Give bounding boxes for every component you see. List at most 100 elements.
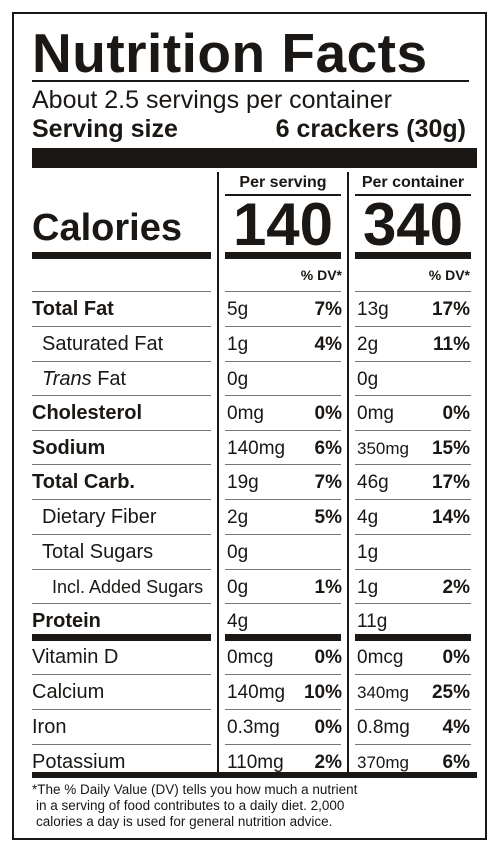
footnote: *The % Daily Value (DV) tells you how mu…	[32, 782, 472, 830]
nutrient-name: Saturated Fat	[42, 332, 163, 356]
per-container-amount: 0mg	[357, 403, 394, 424]
nutrient-name: Total Sugars	[42, 540, 153, 564]
nutrient-name-text: Total Sugars	[42, 541, 154, 563]
per-container-dv: 11%	[433, 334, 470, 355]
per-serving-amount: 5g	[227, 299, 249, 320]
per-container-amount: 350mg	[357, 439, 409, 458]
row-rule	[225, 430, 341, 431]
row-rule	[32, 361, 211, 362]
nutrient-name: Vitamin D	[32, 645, 118, 669]
row-rule	[225, 499, 341, 500]
per-serving-amount: 0g	[227, 369, 249, 390]
row-rule	[225, 569, 341, 570]
footnote-line-1: *The % Daily Value (DV) tells you how mu…	[32, 782, 358, 797]
nutrient-name: Dietary Fiber	[42, 505, 156, 529]
row-rule	[32, 430, 211, 431]
row-rule	[355, 569, 471, 570]
per-serving-amount: 0g	[227, 577, 249, 598]
nutrient-name-text: Protein	[32, 610, 101, 632]
per-container-dv: 15%	[431, 438, 470, 459]
per-container-dv: 6%	[442, 752, 470, 773]
per-container-dv: 0%	[442, 647, 470, 668]
row-rule	[355, 430, 471, 431]
per-container-amount: 370mg	[357, 753, 409, 772]
per-serving-amount: 2g	[227, 507, 249, 528]
per-serving-amount: 140mg	[227, 438, 286, 459]
nutrient-name: Sodium	[32, 436, 105, 460]
per-container-amount: 0mcg	[357, 647, 404, 668]
nutrient-name-text: Potassium	[32, 751, 126, 773]
row-rule	[355, 291, 471, 292]
nutrient-name-text: Incl. Added Sugars	[52, 577, 204, 597]
nutrient-name: Iron	[32, 715, 66, 739]
row-rule	[32, 395, 211, 396]
per-serving-amount: 0mg	[227, 403, 264, 424]
per-serving-amount: 0.3mg	[227, 717, 280, 738]
thick-rule-top	[32, 148, 477, 168]
nutrient-name: Incl. Added Sugars	[52, 575, 203, 599]
nutrient-name: Protein	[32, 609, 101, 633]
label-title: Nutrition Facts	[32, 22, 428, 84]
per-serving-amount: 110mg	[227, 752, 284, 773]
row-rule	[355, 674, 471, 675]
nutrient-name-text: Cholesterol	[32, 402, 143, 424]
per-container-amount: 340mg	[357, 683, 409, 702]
section-thick-rule	[32, 634, 211, 641]
column-header-rule-2	[355, 194, 471, 196]
row-rule	[355, 464, 471, 465]
row-rule	[355, 395, 471, 396]
per-container-amount: 1g	[357, 577, 379, 598]
per-container-dv: 17%	[431, 472, 470, 493]
per-serving-dv: 0%	[314, 647, 342, 668]
nutrition-facts-label: Nutrition Facts About 2.5 servings per c…	[12, 12, 487, 840]
per-container-dv: 4%	[442, 717, 470, 738]
row-rule	[355, 534, 471, 535]
calories-rule-left	[32, 252, 211, 259]
column-divider-left	[217, 172, 219, 772]
per-serving-amount: 0mcg	[227, 647, 274, 668]
per-container-amount: 4g	[357, 507, 379, 528]
nutrient-name-text: Vitamin D	[32, 646, 119, 668]
nutrient-name-text: Total Fat	[32, 298, 114, 320]
column-header-per-container: Per container	[361, 174, 465, 191]
per-serving-dv: 2%	[314, 752, 342, 773]
per-serving-dv: 10%	[303, 682, 342, 703]
dv-header-per-container: % DV*	[428, 267, 470, 283]
nutrient-name: Potassium	[32, 750, 125, 774]
row-rule	[225, 361, 341, 362]
per-serving-amount: 4g	[227, 611, 249, 632]
nutrient-name-text: Calcium	[32, 681, 105, 703]
dv-header-per-serving: % DV*	[300, 267, 342, 283]
row-rule	[32, 709, 211, 710]
per-serving-dv: 7%	[314, 299, 342, 320]
nutrient-name-text: Iron	[32, 716, 67, 738]
per-serving-dv: 7%	[314, 472, 342, 493]
per-serving-dv: 0%	[314, 403, 342, 424]
per-container-amount: 11g	[357, 611, 388, 632]
nutrient-name-text: Dietary Fiber	[42, 506, 157, 528]
per-serving-amount: 19g	[227, 472, 259, 493]
row-rule	[355, 603, 471, 604]
nutrient-name: Cholesterol	[32, 401, 142, 425]
nutrient-name: Total Fat	[32, 297, 114, 321]
nutrient-name: Total Carb.	[32, 470, 135, 494]
row-rule	[32, 464, 211, 465]
row-rule	[225, 464, 341, 465]
per-container-amount: 0.8mg	[357, 717, 410, 738]
per-serving-dv: 1%	[314, 577, 342, 598]
row-rule	[32, 326, 211, 327]
nutrient-name-text: Total Carb.	[32, 471, 135, 493]
row-rule	[32, 744, 211, 745]
row-rule	[225, 534, 341, 535]
per-serving-dv: 4%	[314, 334, 342, 355]
bottom-thick-rule	[32, 772, 477, 778]
row-rule	[225, 291, 341, 292]
calories-per-container: 340	[362, 191, 464, 258]
per-container-dv: 14%	[431, 507, 470, 528]
column-header-per-serving: Per serving	[239, 174, 327, 191]
servings-per-container: About 2.5 servings per container	[32, 86, 392, 114]
row-rule	[225, 744, 341, 745]
per-container-amount: 0g	[357, 369, 379, 390]
row-rule	[225, 709, 341, 710]
row-rule	[355, 361, 471, 362]
